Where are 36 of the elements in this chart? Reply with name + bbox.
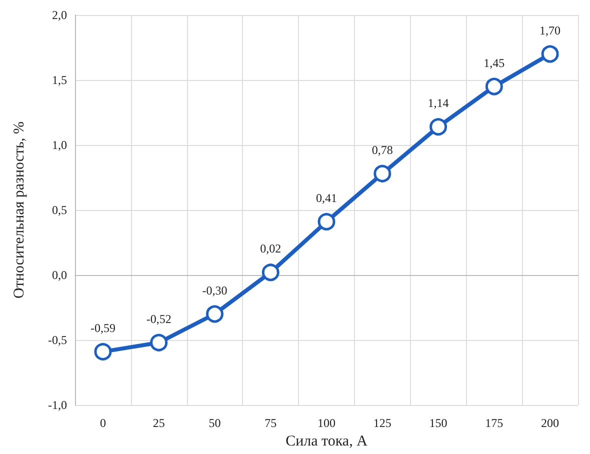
x-tick-label: 125 <box>373 416 392 430</box>
point <box>485 78 503 96</box>
point <box>318 212 336 230</box>
y-tick-label: 1,0 <box>52 138 67 152</box>
y-axis-title: Относительная разность, % <box>12 122 28 298</box>
x-tick-label: 175 <box>485 416 504 430</box>
y-tick-label: -0,5 <box>48 333 67 347</box>
x-tick-label: 200 <box>541 416 560 430</box>
data-label: 1,14 <box>428 96 449 110</box>
point <box>206 305 224 323</box>
data-label: 1,45 <box>484 56 505 70</box>
x-tick-label: 150 <box>429 416 448 430</box>
data-label: 0,41 <box>316 190 337 205</box>
data-label: 0,78 <box>372 142 393 157</box>
x-tick-label: 100 <box>318 416 336 430</box>
point <box>262 264 280 282</box>
point <box>541 45 559 63</box>
x-tick-label: 25 <box>152 416 165 430</box>
data-label: -0,59 <box>90 320 116 335</box>
data-label: -0,52 <box>146 312 172 326</box>
x-axis-title: Сила тока, А <box>286 433 368 450</box>
y-tick-label: -1,0 <box>48 398 67 412</box>
data-label: -0,30 <box>202 283 228 298</box>
y-tick-label: 0,0 <box>52 268 67 282</box>
y-tick-label: 1,5 <box>52 73 67 87</box>
data-label: 0,02 <box>260 242 282 256</box>
x-tick-label: 0 <box>100 416 106 430</box>
x-tick-label: 75 <box>264 416 277 430</box>
y-tick-label: 2,0 <box>52 8 67 22</box>
data-label: 1,70 <box>540 23 561 38</box>
point <box>374 164 392 182</box>
y-tick-label: 0,5 <box>52 203 67 217</box>
x-tick-label: 50 <box>208 416 221 430</box>
point <box>430 118 448 136</box>
point <box>150 334 168 352</box>
point <box>94 342 112 360</box>
